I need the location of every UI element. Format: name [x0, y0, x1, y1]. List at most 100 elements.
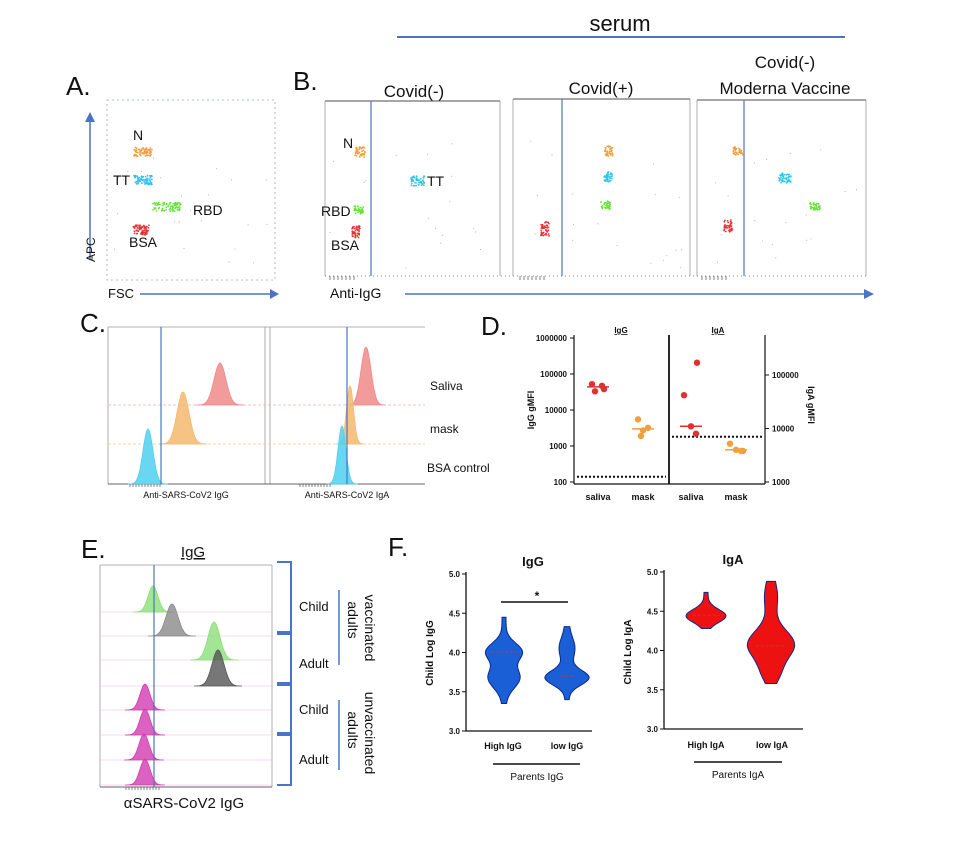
event-dot	[141, 226, 144, 229]
f2-violins	[685, 580, 796, 684]
event-dot	[355, 147, 358, 149]
event-dot	[816, 202, 818, 205]
e-group-unvacc-sub: adults	[345, 711, 361, 748]
event-dot	[427, 217, 429, 219]
event-dot	[610, 177, 613, 180]
event-dot	[156, 204, 158, 207]
d-point	[687, 423, 695, 430]
d-point	[591, 388, 599, 395]
event-dot	[357, 232, 360, 235]
event-dot	[542, 226, 545, 229]
event-dot	[738, 147, 740, 150]
event-dot	[422, 184, 425, 187]
background-events	[530, 140, 683, 269]
f2-cat-1: High IgA	[688, 740, 725, 750]
b3-cluster-tt	[778, 172, 792, 184]
event-dot	[606, 205, 609, 207]
event-dot	[604, 154, 607, 156]
f-tick-label: 5.0	[449, 570, 461, 579]
event-dot	[546, 225, 549, 227]
f1-cat-1: High IgG	[484, 741, 522, 751]
event-dot	[359, 209, 362, 211]
event-dot	[354, 212, 357, 215]
event-dot	[137, 148, 140, 151]
label-tt: TT	[113, 172, 131, 188]
cluster-n	[133, 146, 153, 158]
event-dot	[133, 230, 136, 233]
f1-ylabel: Child Log IgG	[425, 620, 436, 686]
event-dot	[362, 149, 365, 152]
panel-c: Saliva mask BSA control Anti-SARS-CoV2 I…	[107, 326, 490, 500]
event-dot	[608, 152, 611, 154]
event-dot	[597, 223, 599, 225]
d-series-1	[632, 416, 654, 440]
event-dot	[675, 249, 677, 251]
event-dot	[362, 211, 364, 213]
violin-High-IgA	[685, 591, 727, 629]
event-dot	[724, 224, 726, 226]
event-dot	[146, 182, 149, 185]
event-dot	[652, 163, 654, 165]
event-dot	[723, 220, 726, 223]
event-dot	[782, 180, 785, 183]
label-bsa: BSA	[129, 234, 158, 250]
event-dot	[607, 146, 610, 148]
event-dot	[422, 179, 424, 182]
event-dot	[778, 177, 780, 179]
b3-cluster-bsa	[723, 219, 733, 233]
event-dot	[190, 210, 192, 212]
event-dot	[135, 151, 138, 153]
event-dot	[178, 202, 181, 204]
event-dot	[135, 182, 138, 185]
event-dot	[815, 208, 817, 211]
event-dot	[805, 214, 807, 216]
event-dot	[545, 232, 547, 235]
e-row-adult-1: Adult	[299, 656, 329, 671]
f-tick-label: 5.0	[647, 568, 659, 577]
event-dot	[140, 232, 142, 235]
event-dot	[154, 202, 156, 205]
event-dot	[351, 226, 354, 229]
label-rbd: RBD	[193, 202, 223, 218]
event-dot	[247, 224, 249, 226]
event-dot	[724, 230, 727, 233]
event-dot	[148, 224, 150, 227]
d-point	[739, 447, 747, 455]
f-tick-label: 3.0	[449, 727, 461, 736]
event-dot	[151, 175, 153, 178]
event-dot	[355, 209, 358, 212]
event-dot	[361, 150, 363, 153]
apc-arrowhead	[85, 112, 95, 122]
e-hist-vacc-child-1	[133, 585, 173, 613]
fsc-label: FSC	[108, 286, 134, 301]
event-dot	[609, 207, 611, 210]
event-dot	[740, 151, 743, 154]
event-dot	[723, 228, 726, 231]
event-dot	[451, 143, 453, 145]
event-dot	[726, 227, 729, 229]
e-hist-vacc-child-2	[148, 603, 196, 637]
d-ylabel-right: IgA gMFI	[806, 386, 816, 424]
event-dot	[353, 205, 356, 208]
d-point	[634, 416, 642, 423]
event-dot	[738, 151, 741, 154]
event-dot	[724, 226, 726, 229]
event-dot	[609, 173, 611, 176]
b1-cluster-tt	[410, 175, 426, 187]
event-dot	[357, 236, 360, 239]
b1-cluster-rbd	[353, 205, 365, 215]
anti-igg-label: Anti-IgG	[330, 285, 381, 301]
violin-body	[544, 626, 590, 701]
event-dot	[147, 227, 150, 229]
b-label-bsa: BSA	[331, 237, 360, 253]
d-cat-4: mask	[724, 492, 748, 502]
event-dot	[143, 224, 145, 227]
b3-cluster-rbd	[809, 201, 821, 211]
event-dot	[547, 222, 550, 225]
event-dot	[329, 232, 331, 233]
d-title-iga: IgA	[712, 326, 725, 335]
d-cat-3: saliva	[678, 492, 704, 502]
event-dot	[813, 203, 816, 206]
event-dot	[418, 179, 421, 182]
event-dot	[440, 242, 442, 244]
